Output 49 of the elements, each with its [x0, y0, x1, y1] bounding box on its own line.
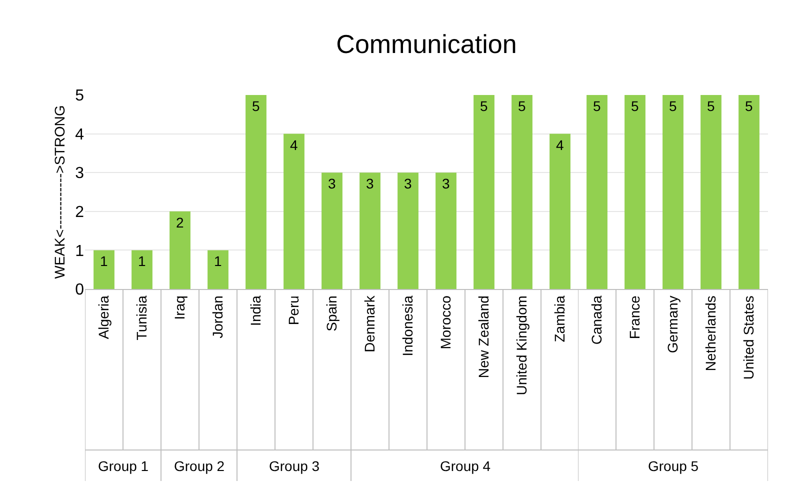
y-tick-label: 0 — [75, 282, 84, 299]
data-label: 5 — [518, 98, 526, 114]
x-tick-label: Indonesia — [399, 295, 416, 356]
x-axis-title: Group 4 — [440, 458, 490, 474]
data-label: 5 — [745, 98, 754, 114]
x-tick-label: Peru — [285, 296, 302, 326]
data-label: 5 — [593, 98, 602, 114]
x-axis-title: Group 2 — [174, 458, 225, 474]
x-tick-label: India — [247, 295, 264, 326]
data-label: 5 — [480, 98, 488, 114]
y-tick-label: 2 — [75, 204, 84, 221]
x-tick-label: United Kingdom — [513, 296, 530, 396]
x-tick-label: France — [626, 295, 643, 340]
data-label: 5 — [252, 98, 260, 114]
data-label: 1 — [138, 253, 146, 270]
x-tick-label: Zambia — [551, 295, 568, 342]
data-label: 3 — [366, 176, 374, 192]
data-label: 3 — [328, 176, 336, 192]
data-label: 3 — [404, 176, 412, 192]
x-tick-label: Denmark — [361, 294, 378, 352]
y-tick-label: 1 — [75, 242, 84, 260]
x-tick-label: Netherlands — [702, 296, 719, 372]
data-label: 5 — [631, 98, 640, 114]
x-tick-label: Germany — [664, 296, 681, 354]
x-tick-label: Canada — [588, 295, 605, 345]
x-tick-label: Jordan — [209, 296, 226, 338]
y-tick-label: 5 — [75, 88, 84, 105]
x-tick-label: Tunisia — [134, 295, 150, 340]
data-label: 5 — [669, 98, 678, 114]
data-label: 2 — [176, 214, 184, 230]
chart-title: Communication — [336, 28, 517, 60]
data-label: 1 — [100, 253, 108, 270]
x-tick-label: Morocco — [437, 295, 454, 350]
x-tick-label: Algeria — [96, 295, 112, 340]
y-tick-label: 4 — [75, 126, 84, 144]
y-tick-label: 3 — [75, 165, 84, 182]
x-tick-label: Spain — [323, 296, 340, 332]
data-label: 1 — [214, 253, 222, 270]
x-tick-label: United States — [740, 296, 757, 380]
x-axis-title: Group 5 — [648, 458, 700, 474]
x-tick-label: Iraq — [171, 296, 188, 320]
x-axis-title: Group 1 — [98, 458, 149, 474]
data-label: 4 — [556, 136, 564, 153]
data-label: 5 — [707, 98, 716, 114]
data-label: 4 — [290, 136, 298, 153]
x-axis-title: Group 3 — [268, 458, 320, 474]
y-axis-title: WEAK<------------>STRONG — [52, 105, 68, 279]
x-tick-label: New Zealand — [475, 296, 492, 378]
data-label: 3 — [442, 176, 450, 192]
